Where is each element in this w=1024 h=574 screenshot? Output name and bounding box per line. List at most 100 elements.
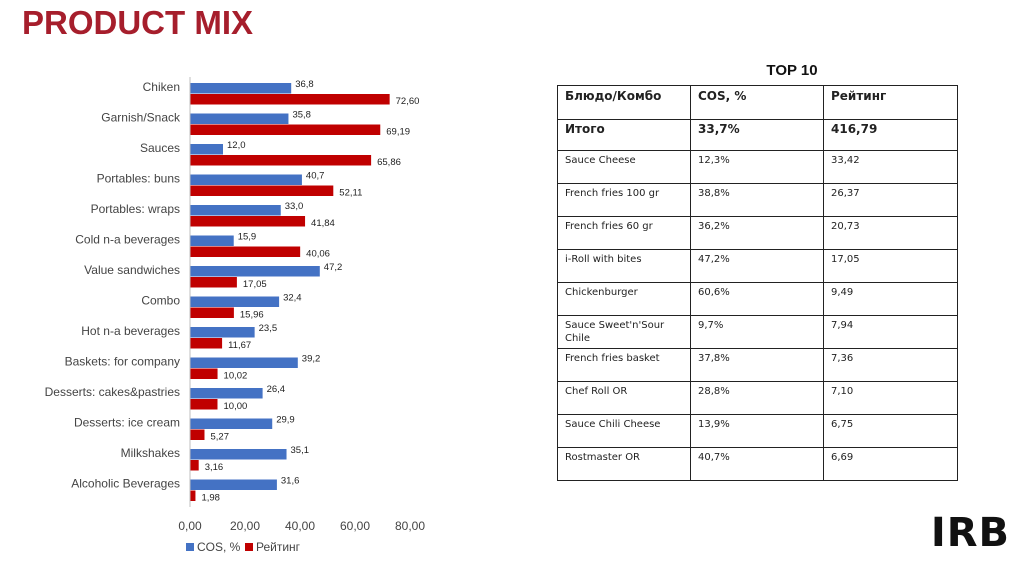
data-label-cos: 40,7: [306, 171, 325, 182]
data-label-cos: 26,4: [267, 384, 286, 395]
cell-cos: 13,9%: [690, 414, 824, 448]
cell-dish: Chef Roll OR: [557, 381, 691, 415]
bar-rating: [190, 490, 196, 501]
legend-swatch-cos: [186, 543, 194, 551]
table-row: Chef Roll OR 28,8% 7,10: [557, 381, 958, 415]
cell-rating: 17,05: [823, 249, 958, 283]
total-cos: 33,7%: [690, 119, 824, 151]
data-label-cos: 36,8: [295, 79, 314, 90]
bar-cos: [190, 83, 292, 94]
cell-dish: Rostmaster OR: [557, 447, 691, 481]
cell-rating: 7,10: [823, 381, 958, 415]
bar-cos: [190, 357, 298, 368]
bar-cos: [190, 418, 273, 429]
cell-cos: 47,2%: [690, 249, 824, 283]
table-row: Sauce Sweet'n'Sour Chile 9,7% 7,94: [557, 315, 958, 349]
data-label-cos: 23,5: [259, 323, 278, 334]
bar-rating: [190, 338, 223, 349]
cell-dish: Sauce Chili Cheese: [557, 414, 691, 448]
cell-rating: 6,69: [823, 447, 958, 481]
cell-cos: 38,8%: [690, 183, 824, 217]
category-label: Cold n-a beverages: [75, 233, 180, 247]
legend-label-rating: Рейтинг: [256, 540, 301, 554]
data-label-rating: 72,60: [396, 96, 420, 107]
x-tick-label: 80,00: [395, 519, 425, 533]
data-label-rating: 5,27: [210, 432, 229, 443]
data-label-rating: 41,84: [311, 218, 335, 229]
cell-cos: 60,6%: [690, 282, 824, 316]
data-label-rating: 52,11: [339, 188, 362, 199]
x-tick-label: 20,00: [230, 519, 260, 533]
bar-rating: [190, 429, 205, 440]
data-label-rating: 69,19: [386, 127, 410, 138]
data-label-rating: 11,67: [228, 340, 251, 351]
cell-cos: 9,7%: [690, 315, 824, 349]
category-label: Chiken: [143, 80, 180, 94]
data-label-cos: 12,0: [227, 140, 246, 151]
bar-cos: [190, 205, 281, 216]
bar-rating: [190, 307, 234, 318]
cell-dish: Sauce Cheese: [557, 150, 691, 184]
header-dish: Блюдо/Комбо: [557, 85, 691, 120]
table-header-row: Блюдо/Комбо COS, % Рейтинг: [557, 85, 958, 120]
cell-rating: 20,73: [823, 216, 958, 250]
bar-rating: [190, 368, 218, 379]
data-label-cos: 35,1: [291, 445, 310, 456]
cell-cos: 40,7%: [690, 447, 824, 481]
data-label-rating: 10,02: [224, 371, 248, 382]
category-label: Milkshakes: [121, 446, 180, 460]
bar-rating: [190, 277, 237, 288]
table-row: Sauce Cheese 12,3% 33,42: [557, 150, 958, 184]
bar-cos: [190, 296, 280, 307]
data-label-cos: 32,4: [283, 293, 302, 304]
bar-cos: [190, 113, 289, 124]
cell-cos: 12,3%: [690, 150, 824, 184]
table-row: French fries 100 gr 38,8% 26,37: [557, 183, 958, 217]
bar-cos: [190, 327, 255, 338]
data-label-cos: 33,0: [285, 201, 304, 212]
data-label-rating: 10,00: [224, 401, 248, 412]
data-label-cos: 47,2: [324, 262, 343, 273]
top10-table: Блюдо/Комбо COS, % Рейтинг Итого 33,7% 4…: [557, 85, 958, 481]
category-label: Garnish/Snack: [101, 111, 181, 125]
category-label: Desserts: cakes&pastries: [45, 385, 180, 399]
bar-rating: [190, 185, 334, 196]
bar-cos: [190, 174, 302, 185]
page-title: PRODUCT MIX: [22, 4, 253, 41]
x-tick-label: 60,00: [340, 519, 370, 533]
table-row: French fries basket 37,8% 7,36: [557, 348, 958, 382]
category-label: Alcoholic Beverages: [71, 477, 180, 491]
category-label: Value sandwiches: [84, 263, 180, 277]
cell-rating: 26,37: [823, 183, 958, 217]
data-label-cos: 15,9: [238, 232, 257, 243]
bar-cos: [190, 235, 234, 246]
cell-dish: i-Roll with bites: [557, 249, 691, 283]
data-label-cos: 31,6: [281, 476, 300, 487]
bar-rating: [190, 216, 306, 227]
bar-cos: [190, 144, 223, 155]
category-label: Hot n-a beverages: [81, 324, 180, 338]
cell-dish: French fries basket: [557, 348, 691, 382]
category-label: Combo: [141, 294, 180, 308]
cell-dish: French fries 60 gr: [557, 216, 691, 250]
bar-rating: [190, 246, 301, 257]
data-label-cos: 29,9: [276, 415, 295, 426]
bar-cos: [190, 388, 263, 399]
table-row: French fries 60 gr 36,2% 20,73: [557, 216, 958, 250]
bar-rating: [190, 94, 390, 105]
legend-label-cos: COS, %: [197, 540, 241, 554]
data-label-rating: 65,86: [377, 157, 401, 168]
data-label-rating: 3,16: [205, 462, 224, 473]
cell-rating: 33,42: [823, 150, 958, 184]
data-label-rating: 1,98: [201, 493, 220, 504]
product-mix-chart: Chiken 36,8 72,60 Garnish/Snack 35,8 69,19 Sau…: [45, 77, 425, 554]
data-label-cos: 35,8: [292, 110, 311, 121]
bar-rating: [190, 124, 381, 135]
data-label-rating: 40,06: [306, 249, 330, 260]
legend-swatch-rating: [245, 543, 253, 551]
category-label: Portables: wraps: [91, 202, 180, 216]
table-total-row: Итого 33,7% 416,79: [557, 119, 958, 151]
total-label: Итого: [557, 119, 691, 151]
header-cos: COS, %: [690, 85, 824, 120]
x-tick-label: 40,00: [285, 519, 315, 533]
